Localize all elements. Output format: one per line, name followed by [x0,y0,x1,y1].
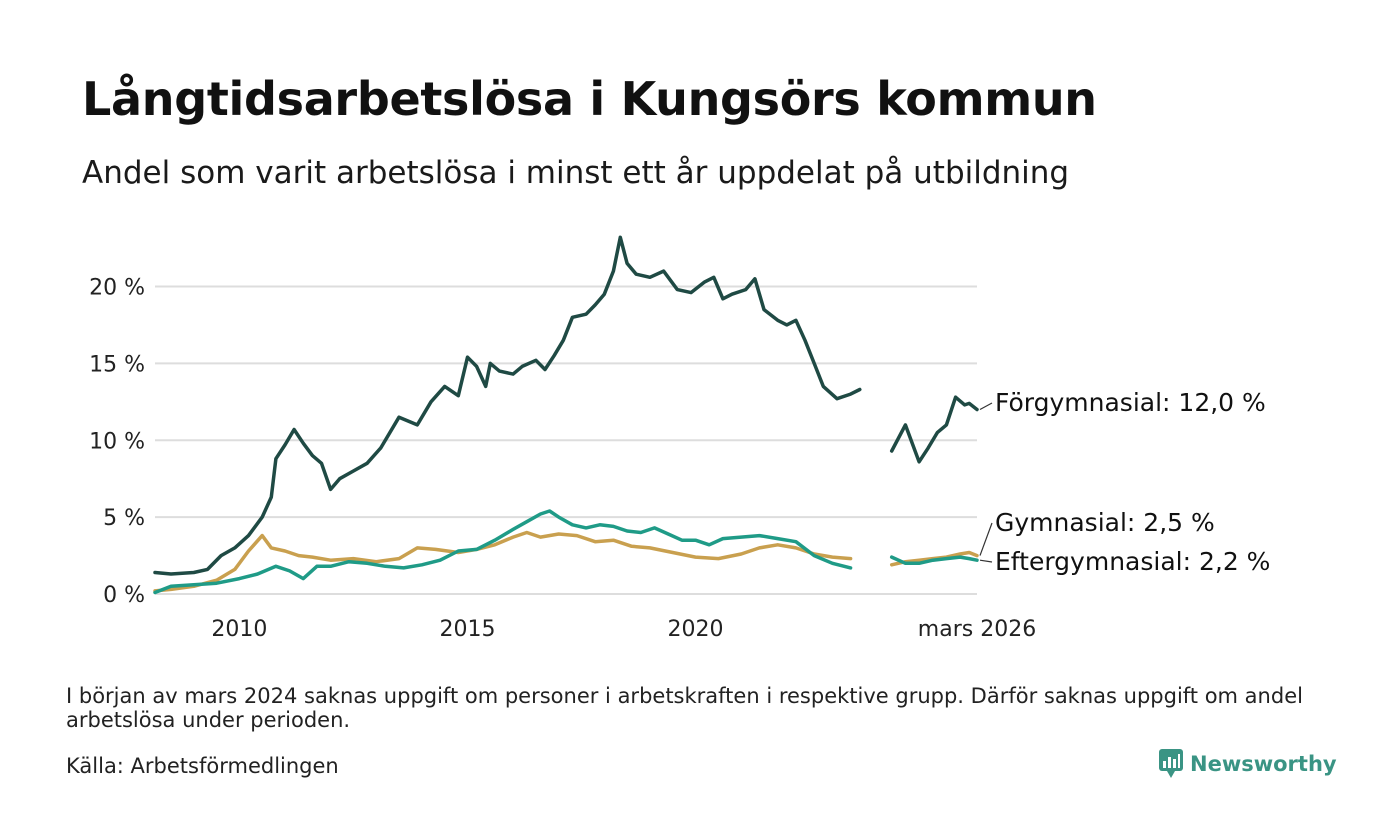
x-tick-label-3: mars 2026 [918,617,1036,642]
eftergymnasial-end-label: Eftergymnasial: 2,2 % [995,547,1270,576]
gymnasial-line-segment-1 [153,530,853,593]
line-chart: 0 % 5 % 10 % 15 % 20 % 2010 2015 2020 mars 2026… [89,235,1270,642]
series-end-labels: Förgymnasial: 12,0 % Gymnasial: 2,5 % Efte… [979,388,1270,576]
brand-name: Newsworthy [1190,752,1337,776]
y-tick-label-2: 10 % [89,429,145,454]
eftergymnasial-line-segment-2 [889,555,979,566]
newsworthy-logo-icon [1159,749,1183,778]
x-axis-ticks: 2010 2015 2020 mars 2026 [211,617,1036,642]
source-credit: Källa: Arbetsförmedlingen [66,754,339,778]
chart-title: Långtidsarbetslösa i Kungsörs kommun [82,72,1097,126]
x-tick-label-1: 2015 [439,617,495,642]
gymnasial-leader-line [979,522,993,556]
chart-subtitle: Andel som varit arbetslösa i minst ett å… [82,155,1070,191]
forgymnasial-end-label: Förgymnasial: 12,0 % [995,388,1266,417]
gymnasial-end-label: Gymnasial: 2,5 % [995,508,1215,537]
forgymnasial-leader-line [979,402,993,411]
forgymnasial-line-segment-1 [153,235,862,576]
y-tick-label-4: 20 % [89,276,145,301]
x-tick-label-2: 2020 [668,617,724,642]
series-lines [153,235,979,595]
y-axis-ticks: 0 % 5 % 10 % 15 % 20 % [89,276,145,609]
eftergymnasial-leader-line [979,559,993,563]
newsworthy-brand: Newsworthy [1158,746,1337,782]
y-tick-label-0: 0 % [103,583,145,608]
eftergymnasial-line-segment-1 [153,509,853,595]
forgymnasial-line-segment-2 [889,395,979,464]
y-tick-label-1: 5 % [103,506,145,531]
x-tick-label-0: 2010 [211,617,267,642]
y-tick-label-3: 15 % [89,352,145,377]
footnote: I början av mars 2024 saknas uppgift om … [66,684,1303,732]
gridlines [155,285,977,595]
